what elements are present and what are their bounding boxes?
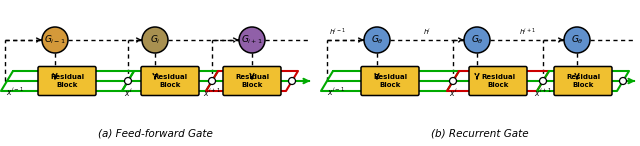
Text: $G_{i+1}$: $G_{i+1}$ bbox=[241, 34, 263, 46]
Text: (a) Feed-forward Gate: (a) Feed-forward Gate bbox=[97, 128, 212, 138]
Text: $x^i$: $x^i$ bbox=[124, 87, 132, 99]
Text: $x^{i+1}$: $x^{i+1}$ bbox=[203, 87, 221, 99]
Text: $G_{\theta}$: $G_{\theta}$ bbox=[571, 34, 584, 46]
Text: $G_{\theta}$: $G_{\theta}$ bbox=[371, 34, 383, 46]
Circle shape bbox=[142, 27, 168, 53]
FancyBboxPatch shape bbox=[223, 66, 281, 95]
Text: Residual: Residual bbox=[481, 74, 515, 80]
Text: $G_i$: $G_i$ bbox=[150, 34, 161, 46]
Circle shape bbox=[125, 78, 131, 85]
FancyBboxPatch shape bbox=[38, 66, 96, 95]
Text: Block: Block bbox=[159, 82, 180, 88]
Text: $x^{i-1}$: $x^{i-1}$ bbox=[6, 86, 24, 98]
Text: $h^i$: $h^i$ bbox=[423, 27, 431, 38]
Circle shape bbox=[540, 78, 547, 85]
Text: Block: Block bbox=[380, 82, 401, 88]
Text: $x^i$: $x^i$ bbox=[449, 87, 458, 99]
Text: $G_{\theta}$: $G_{\theta}$ bbox=[470, 34, 483, 46]
Text: $h^{i+1}$: $h^{i+1}$ bbox=[518, 27, 536, 38]
Circle shape bbox=[464, 27, 490, 53]
Text: Block: Block bbox=[241, 82, 262, 88]
Text: $G_{i-1}$: $G_{i-1}$ bbox=[44, 34, 66, 46]
Circle shape bbox=[449, 78, 456, 85]
Text: $x^{i+1}$: $x^{i+1}$ bbox=[534, 87, 552, 99]
Text: Block: Block bbox=[572, 82, 594, 88]
Text: Residual: Residual bbox=[50, 74, 84, 80]
Text: $x^{i-1}$: $x^{i-1}$ bbox=[327, 86, 345, 98]
FancyBboxPatch shape bbox=[469, 66, 527, 95]
Circle shape bbox=[564, 27, 590, 53]
Text: Residual: Residual bbox=[566, 74, 600, 80]
Text: Block: Block bbox=[487, 82, 509, 88]
Text: (b) Recurrent Gate: (b) Recurrent Gate bbox=[431, 128, 529, 138]
FancyBboxPatch shape bbox=[554, 66, 612, 95]
FancyBboxPatch shape bbox=[361, 66, 419, 95]
Circle shape bbox=[42, 27, 68, 53]
Text: Block: Block bbox=[56, 82, 77, 88]
Circle shape bbox=[289, 78, 296, 85]
Circle shape bbox=[239, 27, 265, 53]
Text: Residual: Residual bbox=[153, 74, 187, 80]
Circle shape bbox=[620, 78, 627, 85]
Text: $h^{i-1}$: $h^{i-1}$ bbox=[329, 27, 346, 38]
Text: Residual: Residual bbox=[373, 74, 407, 80]
FancyBboxPatch shape bbox=[141, 66, 199, 95]
Circle shape bbox=[364, 27, 390, 53]
Text: Residual: Residual bbox=[235, 74, 269, 80]
Circle shape bbox=[209, 78, 216, 85]
